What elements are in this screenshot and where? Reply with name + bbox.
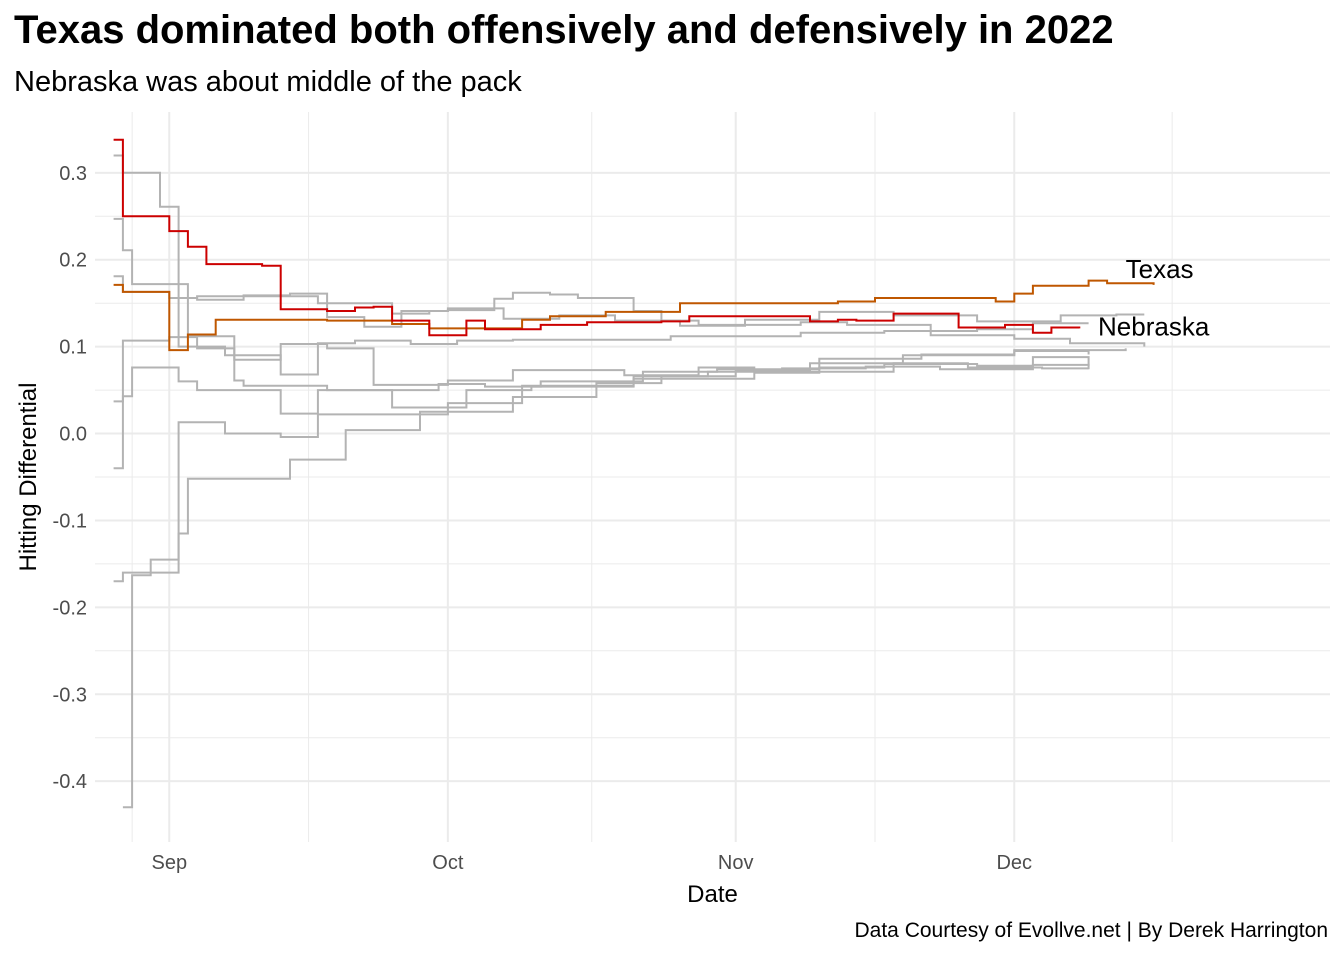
x-tick-label: Nov (718, 852, 754, 874)
chart-caption: Data Courtesy of Evollve.net | By Derek … (854, 919, 1329, 942)
team-line (122, 362, 1089, 809)
y-tick-label: -0.4 (53, 771, 87, 793)
team-line (169, 291, 1146, 347)
chart-subtitle: Nebraska was about middle of the pack (14, 66, 522, 98)
x-axis-title: Date (687, 881, 738, 908)
team-line (113, 356, 1090, 583)
chart-title: Texas dominated both offensively and def… (14, 8, 1114, 52)
x-tick-label: Oct (432, 852, 464, 874)
team-line (113, 154, 1089, 376)
team-line (113, 275, 1145, 328)
x-tick-label: Sep (151, 852, 187, 874)
series-lines (113, 138, 1155, 809)
texas-line (113, 279, 1155, 352)
y-tick-label: -0.2 (53, 597, 87, 619)
y-tick-label: 0.0 (59, 424, 87, 446)
team-line (113, 363, 1090, 470)
y-axis-title: Hitting Differential (15, 383, 42, 572)
nebraska-label: Nebraska (1098, 311, 1210, 341)
y-tick-label: 0.3 (59, 163, 87, 185)
y-tick-label: -0.1 (53, 510, 87, 532)
gridlines (95, 112, 1330, 842)
y-tick-label: -0.3 (53, 684, 87, 706)
team-line (113, 217, 1127, 386)
texas-label: Texas (1126, 254, 1194, 284)
nebraska-line (113, 138, 1081, 337)
y-tick-label: 0.2 (59, 250, 87, 272)
y-tick-label: 0.1 (59, 337, 87, 359)
x-tick-label: Dec (996, 852, 1032, 874)
